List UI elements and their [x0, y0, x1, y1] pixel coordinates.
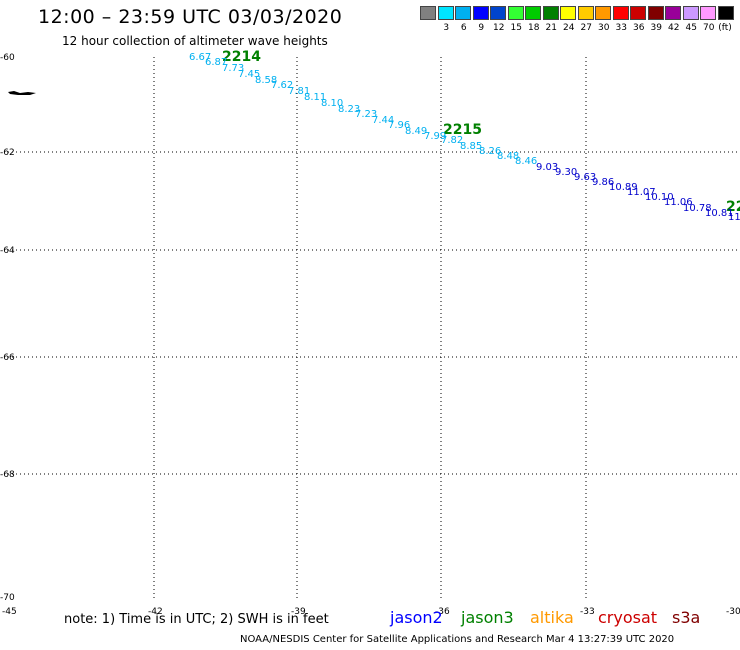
wave-height-label: 9.63	[574, 172, 596, 183]
wave-height-label: 7.82	[441, 135, 463, 146]
latitude-label: -60	[0, 53, 15, 63]
latitude-label: -62	[0, 148, 15, 158]
legend-item-altika: altika	[530, 608, 574, 627]
scale-swatch	[612, 6, 629, 20]
scale-swatch	[630, 6, 646, 20]
scale-label: 42	[668, 23, 680, 33]
scale-swatch	[700, 6, 716, 20]
scale-swatch	[437, 6, 454, 20]
scale-swatch	[560, 6, 576, 20]
wave-height-label: 10.78	[683, 203, 712, 214]
wave-height-label: 6.87	[205, 57, 227, 68]
wave-height-label: 7.73	[222, 63, 244, 74]
island-shape	[8, 91, 36, 95]
scale-label: 15	[510, 23, 522, 33]
wave-height-label: 9.86	[592, 177, 614, 188]
wave-height-label: 8.10	[321, 98, 343, 109]
chart-subtitle: 12 hour collection of altimeter wave hei…	[62, 34, 328, 48]
scale-swatch	[717, 6, 734, 20]
scale-label: 39	[650, 23, 662, 33]
scale-label: 33	[615, 23, 627, 33]
pass-number-label: 2215	[443, 122, 482, 138]
scale-swatch	[420, 6, 436, 20]
latitude-label: -66	[0, 353, 15, 363]
longitude-label: -30	[726, 607, 740, 617]
scale-label: 21	[545, 23, 557, 33]
scale-swatch	[682, 6, 699, 20]
footer-note: note: 1) Time is in UTC; 2) SWH is in fe…	[64, 612, 329, 627]
wave-height-label: 9.30	[555, 167, 577, 178]
longitude-label: -36	[435, 607, 450, 617]
wave-height-label: 9.03	[536, 162, 558, 173]
wave-height-label: 7.81	[288, 86, 310, 97]
wave-height-label: 11.07	[627, 187, 656, 198]
credit-line: NOAA/NESDIS Center for Satellite Applica…	[240, 634, 675, 645]
latitude-label: -68	[0, 470, 15, 480]
scale-swatch	[455, 6, 471, 20]
wave-height-label: 8.49	[405, 126, 427, 137]
scale-swatch	[665, 6, 681, 20]
wave-height-label: 7.62	[271, 80, 293, 91]
longitude-label: -42	[148, 607, 163, 617]
scale-label: 6	[460, 23, 467, 33]
scale-swatch	[647, 6, 664, 20]
scale-label: 18	[528, 23, 540, 33]
scale-label: 70	[703, 23, 715, 33]
wave-height-label: 8.58	[255, 75, 277, 86]
wave-height-label: 10.81	[705, 208, 734, 219]
scale-swatch	[472, 6, 489, 20]
wave-height-label: 8.46	[515, 156, 537, 167]
latitude-label: -64	[0, 246, 15, 256]
scale-label: 24	[563, 23, 575, 33]
scale-swatch	[577, 6, 594, 20]
wave-height-label: 8.85	[460, 141, 482, 152]
longitude-label: -33	[580, 607, 595, 617]
wave-height-label: 8.11	[304, 92, 326, 103]
latitude-label: -70	[0, 593, 15, 603]
pass-number-label: 22	[726, 199, 740, 215]
longitude-label: -39	[291, 607, 306, 617]
scale-unit: (ft)	[718, 23, 732, 33]
scale-swatch	[507, 6, 524, 20]
wave-height-label: 7.44	[372, 115, 394, 126]
wave-height-label: 7.45	[238, 69, 260, 80]
longitude-label: -45	[2, 607, 17, 617]
wave-height-label: 8.48	[497, 151, 519, 162]
legend-item-jason3: jason3	[461, 608, 514, 627]
wave-height-label: 11	[728, 212, 740, 223]
wave-height-label: 10.10	[645, 192, 674, 203]
pass-number-label: 2214	[222, 49, 261, 65]
scale-label: 36	[633, 23, 645, 33]
wave-height-label: 7.96	[388, 120, 410, 131]
scale-label: 45	[685, 23, 697, 33]
scale-label: 9	[478, 23, 485, 33]
wave-height-label: 8.23	[338, 104, 360, 115]
legend-item-s3a: s3a	[672, 608, 701, 627]
scale-swatch	[525, 6, 541, 20]
legend-item-jason2: jason2	[390, 608, 443, 627]
scale-label: 30	[598, 23, 610, 33]
wave-height-label: 6.67	[189, 52, 211, 63]
chart-title: 12:00 – 23:59 UTC 03/03/2020	[38, 6, 343, 28]
scale-swatch	[490, 6, 506, 20]
wave-height-label: 10.89	[609, 182, 638, 193]
wave-height-label: 8.26	[479, 146, 501, 157]
wave-height-label: 7.99	[424, 131, 446, 142]
scale-label: 3	[443, 23, 450, 33]
scale-swatch	[542, 6, 559, 20]
scale-label: 27	[580, 23, 592, 33]
legend-item-cryosat: cryosat	[598, 608, 658, 627]
scale-swatch	[595, 6, 611, 20]
wave-height-label: 7.23	[355, 109, 377, 120]
scale-label: 12	[493, 23, 505, 33]
wave-height-label: 11.06	[664, 197, 693, 208]
